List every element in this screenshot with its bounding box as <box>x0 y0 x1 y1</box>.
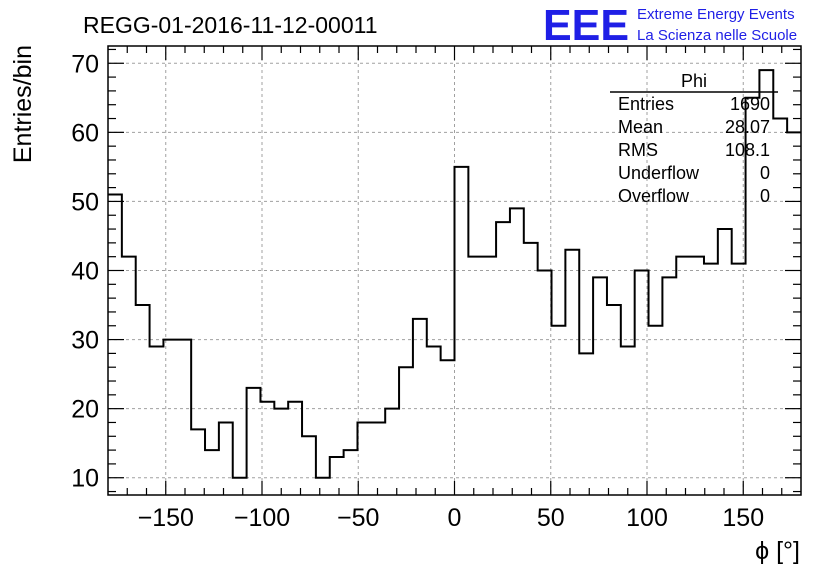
histogram-bin <box>385 409 399 495</box>
histogram-bin <box>538 271 552 496</box>
histogram-bin <box>468 257 482 495</box>
histogram-bin <box>690 257 704 495</box>
histogram-bin <box>288 402 302 495</box>
x-tick-label: 50 <box>537 504 565 532</box>
histogram-bin <box>357 422 371 495</box>
histogram-bin <box>427 346 441 495</box>
histogram-bin <box>205 450 219 495</box>
stats-value: 0 <box>760 186 770 206</box>
stats-rows: Entries 1690 Mean 28.07 RMS 108.1 Underflow 0 Ov… <box>618 94 770 206</box>
y-tick-labels: 10 20 30 40 50 60 70 <box>71 50 99 492</box>
histogram-bin <box>344 450 358 495</box>
y-tick-label: 30 <box>71 327 99 355</box>
y-tick-label: 60 <box>71 119 99 147</box>
histogram-bin <box>552 326 566 495</box>
stats-value: 28.07 <box>725 117 770 137</box>
histogram-bin <box>455 167 469 495</box>
histogram-bin <box>122 257 136 495</box>
stats-label: Mean <box>618 117 663 137</box>
histogram-bin <box>136 305 150 495</box>
x-tick-label: −50 <box>337 504 379 532</box>
y-axis-title: Entries/bin <box>9 45 37 163</box>
histogram-bin <box>441 360 455 495</box>
stats-label: RMS <box>618 140 658 160</box>
stats-label: Underflow <box>618 163 700 183</box>
histogram-bin <box>316 478 330 495</box>
eee-logo-mark: EEE <box>543 1 629 50</box>
x-tick-label: −150 <box>138 504 194 532</box>
chart-title: REGG-01-2016-11-12-00011 <box>83 12 378 38</box>
x-tick-label: 100 <box>626 504 668 532</box>
histogram-bin <box>496 222 510 495</box>
histogram-bin <box>621 346 635 495</box>
histogram-bin <box>150 346 164 495</box>
x-tick-label: 0 <box>448 504 462 532</box>
histogram-bin <box>330 457 344 495</box>
histogram-bin <box>635 271 649 496</box>
histogram-bin <box>718 229 732 495</box>
histogram-bin <box>524 243 538 495</box>
histogram-bin <box>676 257 690 495</box>
histogram-bin <box>607 305 621 495</box>
histogram-bin <box>773 119 787 495</box>
x-tick-label: 150 <box>722 504 764 532</box>
stats-value: 1690 <box>730 94 770 114</box>
x-tick-labels: −150 −100 −50 0 50 100 150 <box>138 504 765 532</box>
stats-value: 0 <box>760 163 770 183</box>
eee-logo-line1: Extreme Energy Events <box>637 6 795 23</box>
histogram-bin <box>510 208 524 495</box>
histogram-bin <box>579 353 593 495</box>
y-tick-label: 40 <box>71 258 99 286</box>
x-tick-label: −100 <box>234 504 290 532</box>
histogram-bin <box>219 422 233 495</box>
histogram-bin <box>565 250 579 495</box>
stats-label: Entries <box>618 94 674 114</box>
stats-name: Phi <box>681 71 707 91</box>
histogram-bin <box>732 264 746 495</box>
histogram-bin <box>662 277 676 495</box>
histogram-bin <box>371 422 385 495</box>
eee-logo-line2: La Scienza nelle Scuole <box>637 27 797 44</box>
histogram-bin <box>233 478 247 495</box>
y-tick-label: 20 <box>71 396 99 424</box>
eee-logo: EEE Extreme Energy Events La Scienza nel… <box>543 1 797 50</box>
y-tick-label: 70 <box>71 50 99 78</box>
histogram-bin <box>413 319 427 495</box>
stats-box: Phi Entries 1690 Mean 28.07 RMS 108.1 Underflo… <box>610 71 778 206</box>
histogram-bin <box>482 257 496 495</box>
histogram-bin <box>787 132 801 495</box>
histogram-bin <box>163 340 177 495</box>
histogram-bin <box>177 340 191 495</box>
y-tick-label: 50 <box>71 188 99 216</box>
histogram-bin <box>593 277 607 495</box>
histogram-bin <box>191 429 205 495</box>
histogram-bin <box>704 264 718 495</box>
y-tick-label: 10 <box>71 465 99 493</box>
histogram-bin <box>274 409 288 495</box>
stats-label: Overflow <box>618 186 690 206</box>
histogram-bin <box>399 367 413 495</box>
histogram-outline <box>108 69 801 479</box>
axis-ticks <box>108 46 801 495</box>
x-axis-title: ϕ [°] <box>755 537 800 565</box>
histogram-bin <box>649 326 663 495</box>
histogram-bin <box>302 436 316 495</box>
histogram-bin <box>247 388 261 495</box>
stats-value: 108.1 <box>725 140 770 160</box>
